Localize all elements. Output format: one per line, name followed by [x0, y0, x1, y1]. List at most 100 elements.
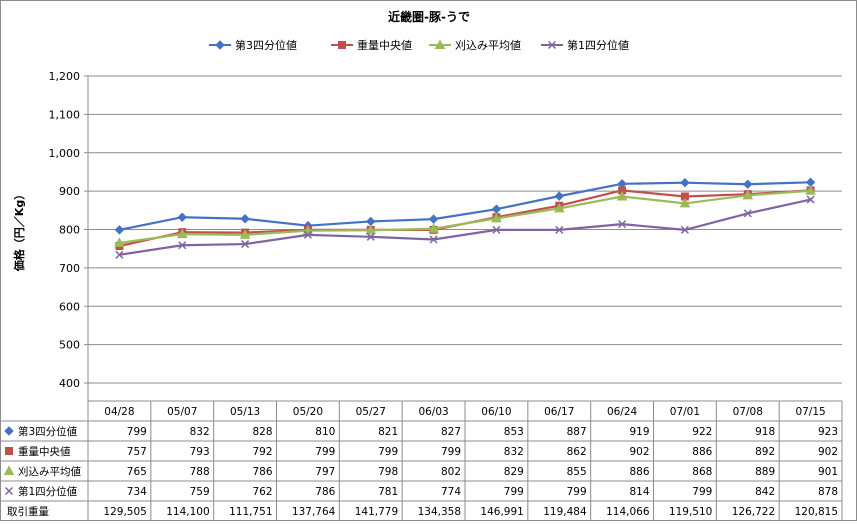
x-category-label: 06/17 — [544, 406, 574, 418]
x-category-label: 06/24 — [607, 406, 638, 418]
y-tick-label: 700 — [59, 262, 80, 275]
data-point — [491, 212, 502, 223]
legend-item: 重量中央値 — [331, 38, 412, 52]
table-cell: 793 — [190, 446, 210, 458]
table-cell: 889 — [755, 466, 775, 478]
x-category-label: 04/28 — [104, 406, 134, 418]
data-point — [115, 250, 124, 259]
table-cell: 781 — [378, 486, 398, 498]
y-axis-ticks: 400 500 600 700 800 900 1,000 1,100 1,200 — [49, 70, 89, 390]
data-point — [553, 202, 565, 213]
table-row-label: 第3四分位値 — [18, 425, 78, 438]
table-legend-key — [4, 426, 14, 436]
table-cell: 919 — [629, 426, 649, 438]
legend-item: 第3四分位値 — [209, 38, 297, 52]
table-cell: 918 — [755, 426, 775, 438]
table-cell: 832 — [504, 446, 524, 458]
table-legend-key — [4, 486, 14, 496]
data-point — [554, 191, 564, 201]
x-category-label: 05/20 — [293, 406, 323, 418]
table-row-label: 刈込み平均値 — [18, 465, 81, 478]
data-point — [805, 177, 816, 188]
data-point — [178, 241, 187, 250]
data-point — [429, 235, 438, 244]
table-cell: 827 — [441, 426, 461, 438]
table-cell: 855 — [567, 466, 587, 478]
table-cell: 786 — [315, 486, 335, 498]
chart-title: 近畿圏-豚-うで — [388, 9, 470, 24]
y-tick-label: 400 — [59, 377, 80, 390]
data-point — [616, 190, 628, 201]
data-point — [618, 220, 627, 229]
x-category-label: 05/27 — [356, 406, 386, 418]
data-point — [177, 212, 187, 222]
data-point — [743, 209, 752, 218]
table-cell: 765 — [127, 466, 147, 478]
y-tick-label: 600 — [59, 300, 80, 313]
data-table: 04/28 05/07 05/13 05/20 05/27 06/03 06/10 06/17… — [1, 383, 843, 522]
y-axis-label: 価格（円／Kg） — [12, 189, 26, 272]
legend-label: 第3四分位値 — [235, 38, 297, 52]
data-point — [428, 223, 439, 233]
y-tick-label: 900 — [59, 185, 80, 198]
y-tick-label: 1,100 — [49, 108, 81, 121]
x-category-label: 07/15 — [795, 406, 825, 418]
data-point — [240, 214, 250, 224]
table-legend-key — [3, 465, 15, 475]
data-point — [492, 225, 501, 234]
y-tick-label: 1,000 — [49, 147, 81, 160]
table-cell: 842 — [755, 486, 775, 498]
table-cell: 146,991 — [480, 506, 523, 518]
data-point — [742, 189, 754, 200]
table-cell: 902 — [629, 446, 649, 458]
data-point — [366, 232, 375, 241]
table-cell: 134,358 — [418, 506, 461, 518]
legend-marker — [434, 39, 446, 49]
x-category-label: 06/03 — [418, 406, 448, 418]
data-point — [114, 225, 125, 235]
table-cell: 799 — [378, 446, 398, 458]
legend-marker — [215, 40, 225, 50]
table-cell: 126,722 — [732, 506, 775, 518]
table-cell: 868 — [692, 466, 712, 478]
series-line — [119, 198, 811, 256]
table-cell: 786 — [252, 466, 272, 478]
data-point — [680, 225, 689, 234]
x-category-label: 05/07 — [167, 406, 197, 418]
table-cell: 129,505 — [103, 506, 146, 518]
table-cell: 923 — [818, 426, 838, 438]
legend-marker — [338, 41, 346, 49]
data-point — [555, 225, 564, 234]
table-cell: 799 — [504, 486, 524, 498]
x-category-label: 07/08 — [733, 406, 763, 418]
legend: 第3四分位値 重量中央値 刈込み平均値 第1四分位値 — [209, 38, 629, 52]
table-cell: 887 — [567, 426, 587, 438]
table-cell: 922 — [692, 426, 712, 438]
data-point — [303, 230, 312, 239]
data-point — [805, 185, 816, 195]
table-row-label: 重量中央値 — [18, 445, 71, 458]
table-cell: 137,764 — [292, 506, 336, 518]
table-cell: 119,510 — [669, 506, 712, 518]
y-tick-label: 500 — [59, 339, 80, 352]
table-cell: 114,066 — [606, 506, 650, 518]
table-row-label: 取引重量 — [7, 505, 49, 518]
table-cell: 829 — [504, 466, 524, 478]
table-cell: 788 — [190, 466, 210, 478]
table-cell: 762 — [252, 486, 272, 498]
table-cell: 862 — [567, 446, 587, 458]
table-cell: 828 — [252, 426, 272, 438]
series-line — [119, 181, 811, 231]
table-cell: 799 — [692, 486, 712, 498]
table-row-label: 第1四分位値 — [18, 485, 78, 498]
gridlines — [88, 75, 842, 384]
table-cell: 799 — [315, 446, 335, 458]
table-cell: 759 — [190, 486, 210, 498]
data-point — [114, 237, 125, 247]
legend-item: 第1四分位値 — [541, 38, 629, 52]
table-cell: 886 — [692, 446, 712, 458]
table-cell: 886 — [629, 466, 649, 478]
data-point — [743, 179, 753, 189]
table-cell: 797 — [315, 466, 335, 478]
